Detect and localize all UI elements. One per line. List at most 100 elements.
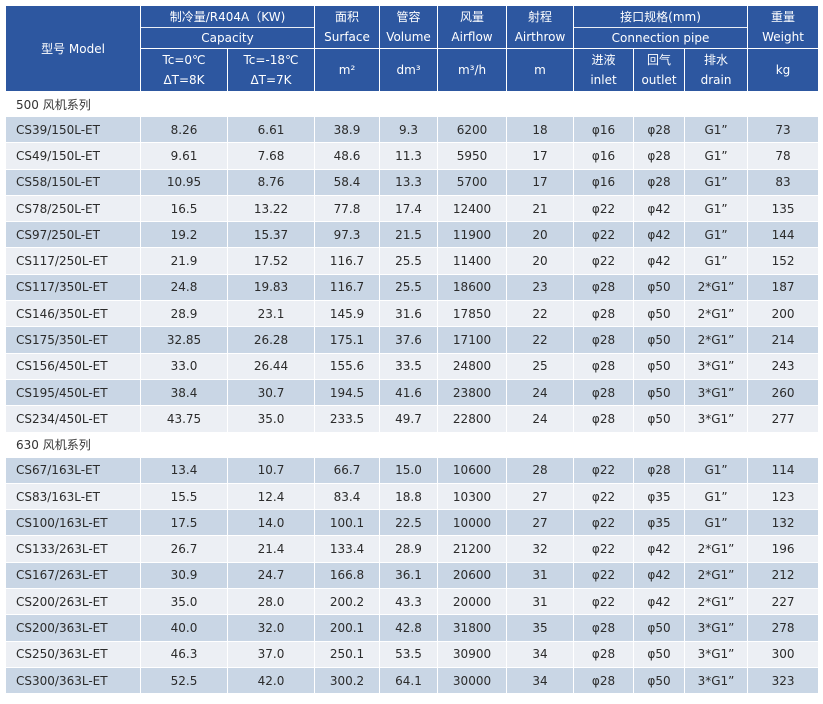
- drain-cell: G1”: [684, 509, 749, 537]
- capacity-tc18-cell: 15.37: [226, 221, 316, 249]
- surface-cell: 97.3: [314, 221, 381, 249]
- weight-cell: 78: [747, 142, 820, 170]
- airflow-cell: 20000: [437, 588, 508, 616]
- volume-cell: 43.3: [379, 588, 439, 616]
- drain-header-en: drain: [700, 73, 732, 87]
- airflow-header-zh: 风量: [460, 10, 485, 24]
- capacity-tc0-cell: 35.0: [140, 588, 228, 616]
- capacity-tc18-cell: 42.0: [226, 666, 316, 695]
- model-cell: CS234/450L-ET: [5, 405, 141, 433]
- surface-cell: 175.1: [314, 326, 381, 354]
- surface-cell: 58.4: [314, 168, 381, 196]
- capacity-tc0-cell: 43.75: [140, 405, 228, 433]
- capacity-tc0-cell: 19.2: [140, 221, 228, 249]
- drain-cell: 2*G1”: [684, 300, 749, 328]
- volume-cell: 18.8: [379, 482, 439, 511]
- weight-cell: 300: [747, 640, 820, 668]
- capacity-tc0-cell: 9.61: [140, 142, 228, 170]
- capacity-tc18-cell: 12.4: [226, 482, 316, 511]
- airflow-cell: 31800: [437, 614, 508, 642]
- outlet-cell: φ42: [633, 221, 686, 249]
- airthrow-cell: 35: [506, 614, 575, 642]
- outlet-cell: φ50: [633, 378, 686, 407]
- capacity-tc18-cell: 23.1: [226, 300, 316, 328]
- table-row: CS117/350L-ET 24.8 19.83 116.7 25.5 18600 23 φ2…: [5, 273, 820, 302]
- airthrow-cell: 25: [506, 352, 575, 380]
- capacity-tc18-cell: 6.61: [226, 115, 316, 144]
- outlet-cell: φ42: [633, 588, 686, 616]
- table-header: 型号 Model 制冷量/R404A（KW) Capacity 面积 Surfa…: [5, 5, 820, 92]
- outlet-cell: φ50: [633, 352, 686, 380]
- tc0-header: Tc=0℃ ΔT=8K: [140, 48, 228, 92]
- inlet-cell: φ28: [573, 666, 635, 695]
- airthrow-cell: 21: [506, 194, 575, 223]
- outlet-cell: φ35: [633, 482, 686, 511]
- airthrow-header-en: Airthrow: [514, 30, 566, 44]
- drain-cell: 3*G1”: [684, 614, 749, 642]
- table-row: CS133/263L-ET 26.7 21.4 133.4 28.9 21200 32 φ22…: [5, 535, 820, 563]
- table-row: CS39/150L-ET 8.26 6.61 38.9 9.3 6200 18 φ16 φ28 G…: [5, 115, 820, 144]
- inlet-header: 进液 inlet: [573, 48, 635, 92]
- inlet-cell: φ28: [573, 614, 635, 642]
- volume-cell: 15.0: [379, 456, 439, 484]
- capacity-tc0-cell: 40.0: [140, 614, 228, 642]
- capacity-tc18-cell: 30.7: [226, 378, 316, 407]
- outlet-cell: φ50: [633, 640, 686, 668]
- surface-cell: 100.1: [314, 509, 381, 537]
- capacity-tc0-cell: 30.9: [140, 561, 228, 590]
- airthrow-cell: 24: [506, 378, 575, 407]
- volume-cell: 41.6: [379, 378, 439, 407]
- capacity-tc0-cell: 24.8: [140, 273, 228, 302]
- capacity-tc18-cell: 10.7: [226, 456, 316, 484]
- surface-unit: m²: [314, 48, 381, 92]
- outlet-cell: φ50: [633, 666, 686, 695]
- volume-cell: 25.5: [379, 247, 439, 275]
- capacity-tc0-cell: 15.5: [140, 482, 228, 511]
- inlet-cell: φ22: [573, 482, 635, 511]
- surface-cell: 145.9: [314, 300, 381, 328]
- surface-header-en: Surface: [324, 30, 370, 44]
- drain-cell: 3*G1”: [684, 352, 749, 380]
- drain-cell: 2*G1”: [684, 326, 749, 354]
- capacity-tc18-cell: 21.4: [226, 535, 316, 563]
- volume-cell: 33.5: [379, 352, 439, 380]
- drain-cell: 2*G1”: [684, 535, 749, 563]
- outlet-cell: φ50: [633, 300, 686, 328]
- capacity-tc0-cell: 8.26: [140, 115, 228, 144]
- model-cell: CS133/263L-ET: [5, 535, 141, 563]
- table-row: CS83/163L-ET 15.5 12.4 83.4 18.8 10300 27 φ22 φ3…: [5, 482, 820, 511]
- model-cell: CS175/350L-ET: [5, 326, 141, 354]
- model-cell: CS156/450L-ET: [5, 352, 141, 380]
- table-row: CS167/263L-ET 30.9 24.7 166.8 36.1 20600 31 φ22…: [5, 561, 820, 590]
- airthrow-cell: 27: [506, 482, 575, 511]
- inlet-header-zh: 进液: [591, 53, 616, 67]
- drain-cell: G1”: [684, 194, 749, 223]
- inlet-cell: φ22: [573, 509, 635, 537]
- surface-cell: 116.7: [314, 273, 381, 302]
- capacity-tc0-cell: 28.9: [140, 300, 228, 328]
- surface-cell: 77.8: [314, 194, 381, 223]
- connection-header-zh: 接口规格(mm): [574, 7, 747, 28]
- series-title: 500 风机系列: [4, 91, 820, 117]
- volume-header-zh: 管容: [396, 10, 421, 24]
- tc18-header: Tc=-18℃ ΔT=7K: [226, 48, 316, 92]
- airthrow-cell: 32: [506, 535, 575, 563]
- series-row: 500 风机系列: [4, 91, 820, 117]
- surface-cell: 233.5: [314, 405, 381, 433]
- weight-header-en: Weight: [762, 30, 804, 44]
- surface-cell: 38.9: [314, 115, 381, 144]
- table-row: CS200/263L-ET 35.0 28.0 200.2 43.3 20000 31 φ22…: [5, 588, 820, 616]
- drain-cell: 2*G1”: [684, 561, 749, 590]
- capacity-tc0-cell: 52.5: [140, 666, 228, 695]
- airflow-cell: 11400: [437, 247, 508, 275]
- capacity-tc0-cell: 46.3: [140, 640, 228, 668]
- connection-header: 接口规格(mm) Connection pipe: [573, 5, 749, 49]
- airflow-cell: 24800: [437, 352, 508, 380]
- weight-cell: 196: [747, 535, 820, 563]
- surface-cell: 48.6: [314, 142, 381, 170]
- inlet-cell: φ28: [573, 405, 635, 433]
- airthrow-cell: 31: [506, 588, 575, 616]
- table-row: CS67/163L-ET 13.4 10.7 66.7 15.0 10600 28 φ22 φ2…: [5, 456, 820, 484]
- inlet-cell: φ22: [573, 221, 635, 249]
- capacity-tc18-cell: 32.0: [226, 614, 316, 642]
